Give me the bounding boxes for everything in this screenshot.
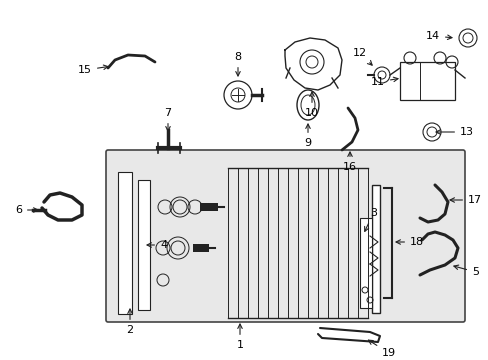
Bar: [193, 244, 208, 252]
Text: 2: 2: [126, 309, 133, 335]
Text: 1: 1: [236, 324, 243, 350]
Text: 8: 8: [234, 52, 241, 76]
Text: 7: 7: [164, 108, 171, 131]
Text: 9: 9: [304, 124, 311, 148]
Text: 5: 5: [453, 265, 478, 277]
Bar: [118, 172, 132, 314]
Text: 16: 16: [342, 152, 356, 172]
FancyBboxPatch shape: [106, 150, 464, 322]
Text: 12: 12: [352, 48, 371, 65]
Text: 6: 6: [15, 205, 38, 215]
Text: 19: 19: [367, 340, 395, 358]
Text: 3: 3: [364, 208, 376, 231]
Text: 13: 13: [435, 127, 473, 137]
Bar: [371, 185, 379, 313]
Text: 18: 18: [395, 237, 423, 247]
Text: 10: 10: [305, 92, 318, 118]
Text: 14: 14: [425, 31, 451, 41]
Bar: [359, 218, 371, 308]
Text: 11: 11: [370, 77, 397, 87]
Bar: [399, 62, 454, 100]
Bar: [138, 180, 150, 310]
Text: 15: 15: [78, 65, 108, 75]
Bar: [200, 203, 218, 211]
Text: 17: 17: [449, 195, 481, 205]
Text: 4: 4: [147, 240, 167, 250]
